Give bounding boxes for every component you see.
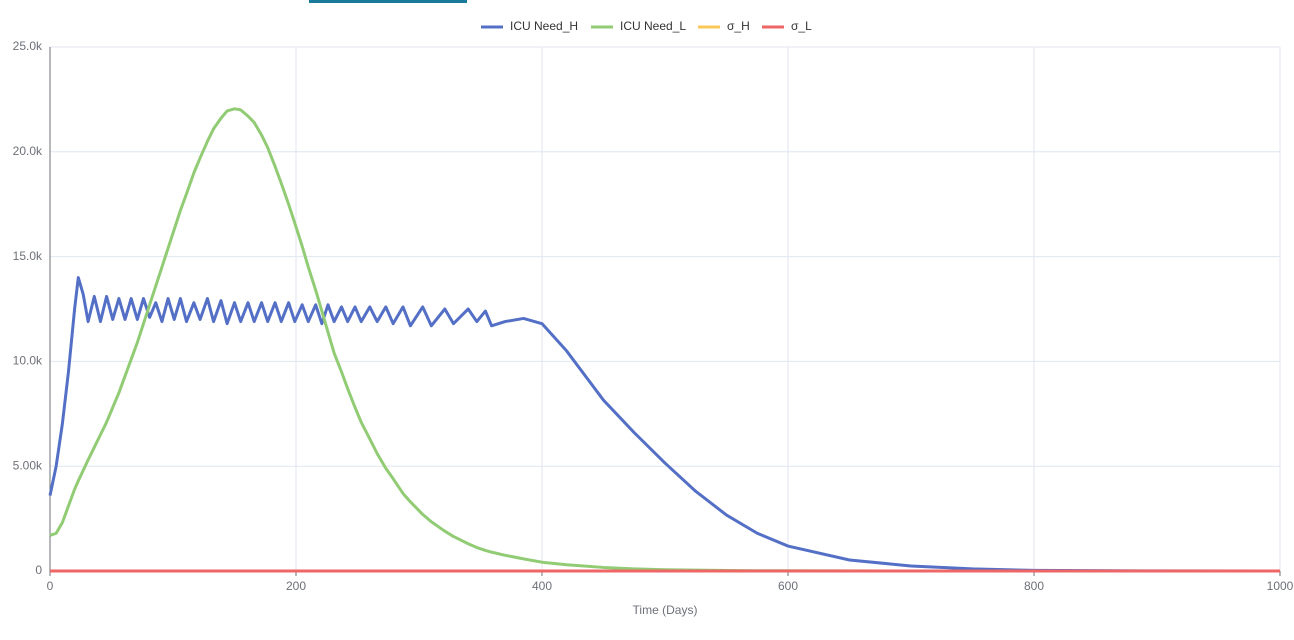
x-tick-label: 1000 xyxy=(1267,579,1294,593)
tab-indicator xyxy=(309,0,467,3)
y-tick-label: 25.0k xyxy=(13,39,43,53)
x-tick-label: 200 xyxy=(286,579,306,593)
y-tick-label: 10.0k xyxy=(13,354,43,368)
legend-label: ICU Need_H xyxy=(510,19,578,33)
x-tick-label: 400 xyxy=(532,579,552,593)
series-line xyxy=(48,276,1281,573)
legend-label: σ_H xyxy=(727,19,750,33)
y-tick-label: 20.0k xyxy=(13,144,43,158)
legend-label: σ_L xyxy=(791,19,812,33)
y-tick-label: 15.0k xyxy=(13,249,43,263)
y-tick-label: 5.00k xyxy=(13,458,43,472)
legend-label: ICU Need_L xyxy=(620,19,686,33)
x-tick-label: 600 xyxy=(778,579,798,593)
x-tick-label: 800 xyxy=(1024,579,1044,593)
x-tick-label: 0 xyxy=(47,579,54,593)
x-axis-label: Time (Days) xyxy=(633,603,698,617)
series-line xyxy=(49,107,1280,573)
y-tick-label: 0 xyxy=(35,563,42,577)
